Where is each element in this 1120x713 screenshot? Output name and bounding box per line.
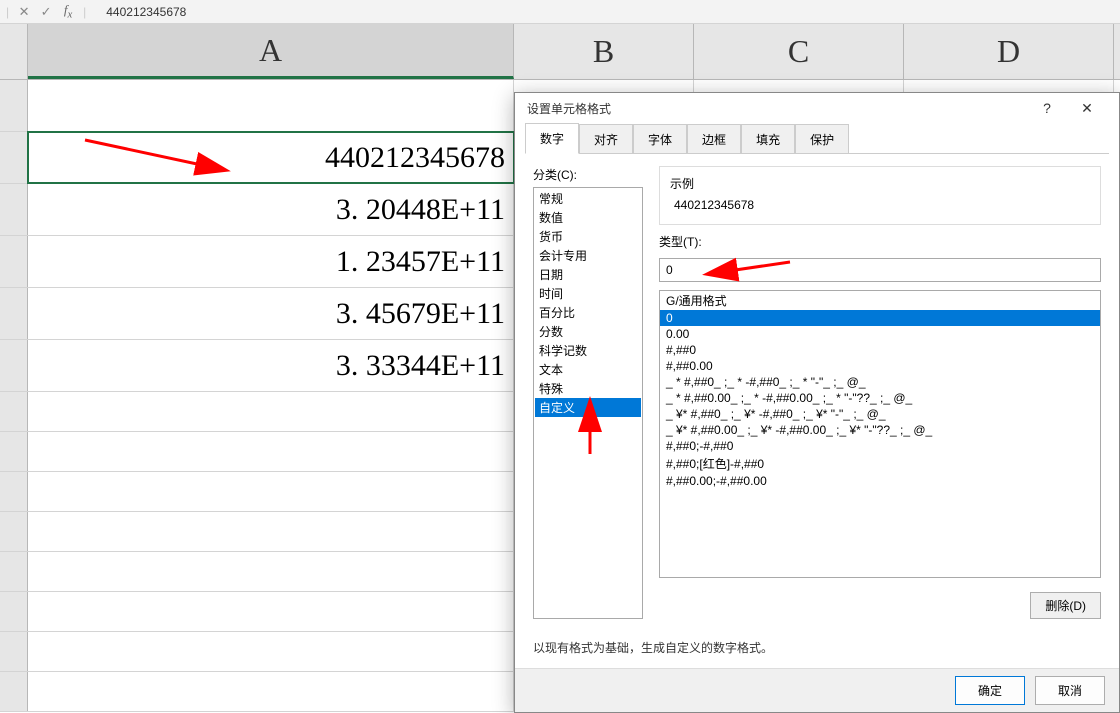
cell-selected[interactable]: 440212345678 xyxy=(28,132,514,183)
ok-button[interactable]: 确定 xyxy=(955,676,1025,705)
sample-value: 440212345678 xyxy=(670,198,1090,212)
tab-protection[interactable]: 保护 xyxy=(795,124,849,154)
row-header[interactable] xyxy=(0,672,28,711)
column-header-a[interactable]: A xyxy=(28,24,514,79)
row-header[interactable] xyxy=(0,288,28,339)
category-item[interactable]: 会计专用 xyxy=(535,246,641,265)
row-header[interactable] xyxy=(0,340,28,391)
cell[interactable]: 3. 33344E+11 xyxy=(28,340,514,391)
delete-button[interactable]: 删除(D) xyxy=(1030,592,1101,619)
cell[interactable] xyxy=(28,472,514,511)
cell[interactable] xyxy=(28,632,514,671)
tab-number[interactable]: 数字 xyxy=(525,123,579,154)
cell[interactable] xyxy=(28,432,514,471)
type-label: 类型(T): xyxy=(659,233,1101,250)
cell[interactable]: 3. 45679E+11 xyxy=(28,288,514,339)
category-item[interactable]: 日期 xyxy=(535,265,641,284)
column-header-c[interactable]: C xyxy=(694,24,904,79)
type-item[interactable]: #,##0;[红色]-#,##0 xyxy=(660,454,1100,473)
tab-font[interactable]: 字体 xyxy=(633,124,687,154)
cell[interactable]: 3. 20448E+11 xyxy=(28,184,514,235)
row-header[interactable] xyxy=(0,132,28,183)
accept-icon[interactable]: ✓ xyxy=(39,4,53,20)
cell[interactable] xyxy=(28,392,514,431)
row-header[interactable] xyxy=(0,392,28,431)
category-item[interactable]: 文本 xyxy=(535,360,641,379)
select-all-corner[interactable] xyxy=(0,24,28,79)
type-item[interactable]: 0.00 xyxy=(660,326,1100,342)
category-item[interactable]: 数值 xyxy=(535,208,641,227)
cell[interactable] xyxy=(28,552,514,591)
type-item[interactable]: _ ¥* #,##0.00_ ;_ ¥* -#,##0.00_ ;_ ¥* "-… xyxy=(660,422,1100,438)
tab-alignment[interactable]: 对齐 xyxy=(579,124,633,154)
fx-icon[interactable]: fx xyxy=(61,2,75,21)
cell[interactable] xyxy=(28,512,514,551)
type-item[interactable]: #,##0.00;-#,##0.00 xyxy=(660,473,1100,489)
format-cells-dialog: 设置单元格格式 ? ✕ 数字 对齐 字体 边框 填充 保护 分类(C): 常规 … xyxy=(514,92,1120,713)
type-item[interactable]: G/通用格式 xyxy=(660,291,1100,310)
row-header[interactable] xyxy=(0,552,28,591)
cell[interactable]: 1. 23457E+11 xyxy=(28,236,514,287)
type-item-selected[interactable]: 0 xyxy=(660,310,1100,326)
helper-text: 以现有格式为基础，生成自定义的数字格式。 xyxy=(533,629,1101,656)
separator: | xyxy=(6,5,9,19)
row-header[interactable] xyxy=(0,80,28,131)
formula-bar: | ✕ ✓ fx | 440212345678 xyxy=(0,0,1120,24)
category-list[interactable]: 常规 数值 货币 会计专用 日期 时间 百分比 分数 科学记数 文本 特殊 自定… xyxy=(533,187,643,619)
dialog-footer: 确定 取消 xyxy=(515,668,1119,712)
sample-box: 示例 440212345678 xyxy=(659,166,1101,225)
category-item-selected[interactable]: 自定义 xyxy=(535,398,641,417)
category-item[interactable]: 分数 xyxy=(535,322,641,341)
category-item[interactable]: 货币 xyxy=(535,227,641,246)
category-item[interactable]: 特殊 xyxy=(535,379,641,398)
category-label: 分类(C): xyxy=(533,166,643,183)
column-headers: A B C D xyxy=(0,24,1120,80)
sample-label: 示例 xyxy=(670,175,1090,192)
tab-border[interactable]: 边框 xyxy=(687,124,741,154)
category-item[interactable]: 百分比 xyxy=(535,303,641,322)
dialog-title: 设置单元格格式 xyxy=(527,100,611,117)
tab-fill[interactable]: 填充 xyxy=(741,124,795,154)
column-header-d[interactable]: D xyxy=(904,24,1114,79)
column-header-b[interactable]: B xyxy=(514,24,694,79)
row-header[interactable] xyxy=(0,236,28,287)
type-item[interactable]: _ * #,##0_ ;_ * -#,##0_ ;_ * "-"_ ;_ @_ xyxy=(660,374,1100,390)
type-item[interactable]: _ ¥* #,##0_ ;_ ¥* -#,##0_ ;_ ¥* "-"_ ;_ … xyxy=(660,406,1100,422)
row-header[interactable] xyxy=(0,432,28,471)
formula-value[interactable]: 440212345678 xyxy=(94,5,186,19)
cell[interactable] xyxy=(28,592,514,631)
row-header[interactable] xyxy=(0,512,28,551)
row-header[interactable] xyxy=(0,184,28,235)
separator: | xyxy=(83,5,86,19)
category-item[interactable]: 科学记数 xyxy=(535,341,641,360)
dialog-tabs: 数字 对齐 字体 边框 填充 保护 xyxy=(515,123,1119,154)
close-button[interactable]: ✕ xyxy=(1067,93,1107,123)
type-input[interactable] xyxy=(659,258,1101,282)
cell[interactable] xyxy=(28,672,514,711)
row-header[interactable] xyxy=(0,632,28,671)
type-item[interactable]: #,##0;-#,##0 xyxy=(660,438,1100,454)
type-item[interactable]: #,##0 xyxy=(660,342,1100,358)
type-item[interactable]: #,##0.00 xyxy=(660,358,1100,374)
type-list[interactable]: G/通用格式 0 0.00 #,##0 #,##0.00 _ * #,##0_ … xyxy=(659,290,1101,578)
dialog-titlebar: 设置单元格格式 ? ✕ xyxy=(515,93,1119,123)
dialog-body: 分类(C): 常规 数值 货币 会计专用 日期 时间 百分比 分数 科学记数 文… xyxy=(515,154,1119,668)
help-button[interactable]: ? xyxy=(1027,93,1067,123)
row-header[interactable] xyxy=(0,472,28,511)
cell[interactable] xyxy=(28,80,514,131)
cancel-button[interactable]: 取消 xyxy=(1035,676,1105,705)
category-item[interactable]: 常规 xyxy=(535,189,641,208)
row-header[interactable] xyxy=(0,592,28,631)
category-item[interactable]: 时间 xyxy=(535,284,641,303)
cancel-icon[interactable]: ✕ xyxy=(17,4,31,20)
type-item[interactable]: _ * #,##0.00_ ;_ * -#,##0.00_ ;_ * "-"??… xyxy=(660,390,1100,406)
